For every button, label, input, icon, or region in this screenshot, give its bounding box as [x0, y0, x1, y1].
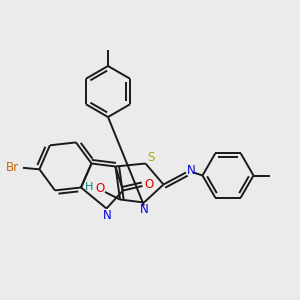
Text: S: S	[147, 151, 155, 164]
Text: N: N	[187, 164, 196, 177]
Text: N: N	[103, 208, 112, 222]
Text: N: N	[140, 202, 148, 216]
Text: O: O	[145, 178, 154, 191]
Text: Br: Br	[6, 161, 19, 174]
Text: O: O	[95, 182, 104, 195]
Text: H: H	[85, 182, 93, 192]
